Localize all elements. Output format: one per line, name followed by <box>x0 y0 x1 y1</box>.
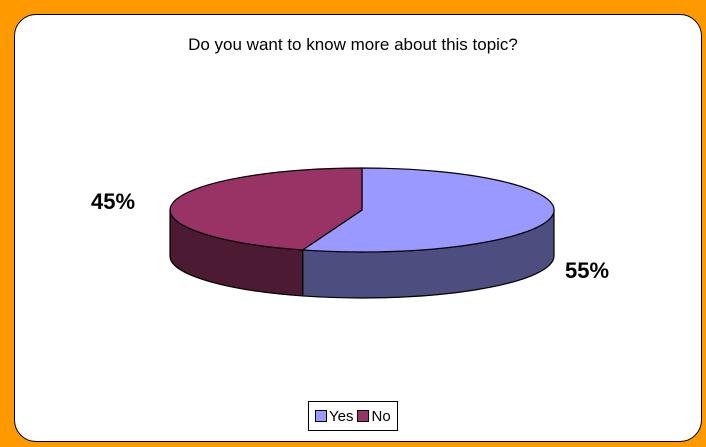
legend: Yes No <box>308 401 398 431</box>
legend-item-yes: Yes <box>315 408 353 425</box>
pie-slice-no <box>169 167 363 251</box>
legend-swatch-no <box>357 410 370 422</box>
pie-slice-yes <box>300 167 555 253</box>
chart-title: Do you want to know more about this topi… <box>188 35 518 54</box>
data-label-yes: 55% <box>565 258 610 283</box>
legend-item-no: No <box>357 407 391 425</box>
legend-swatch-yes <box>315 410 327 422</box>
legend-label-no: No <box>371 407 391 425</box>
legend-label-yes: Yes <box>329 407 354 425</box>
data-label-no: 45% <box>91 189 136 214</box>
